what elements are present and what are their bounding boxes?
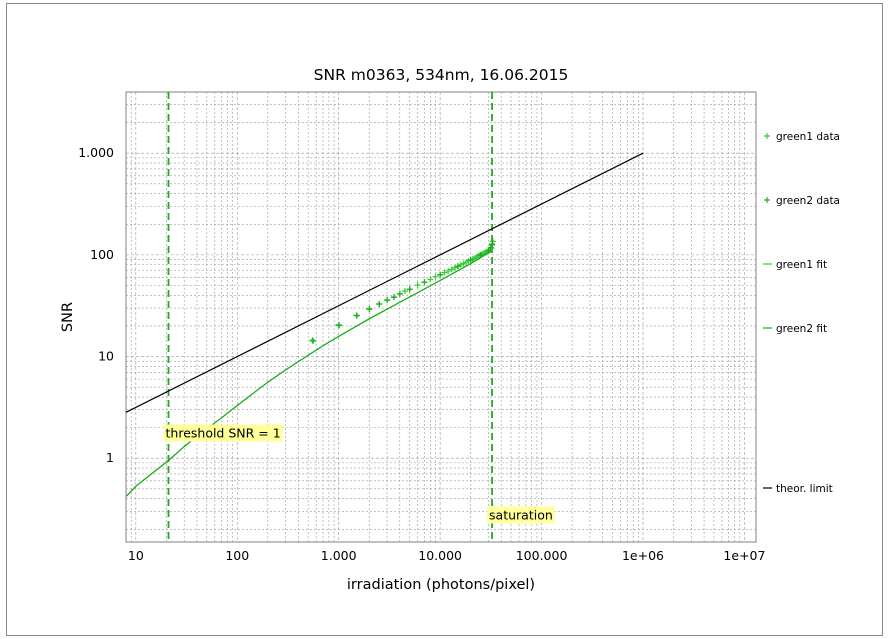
- legend-label: green1 data: [776, 131, 840, 143]
- series-points: [310, 238, 496, 345]
- data-point: [487, 244, 494, 251]
- x-tick-label: 100.000: [516, 548, 568, 563]
- data-point: [366, 306, 373, 313]
- x-axis-label: irradiation (photons/pixel): [347, 577, 535, 593]
- legend-label: green2 fit: [776, 323, 827, 335]
- data-point: [401, 288, 408, 295]
- legend: green1 data green2 data green1 fit green2 f…: [763, 131, 840, 495]
- x-tick-label: 10: [128, 548, 144, 563]
- legend-label: theor. limit: [776, 483, 833, 495]
- data-point: [421, 279, 428, 286]
- data-point: [414, 282, 421, 289]
- data-point: [309, 337, 316, 344]
- y-tick-label: 1: [106, 450, 114, 465]
- legend-label: green1 fit: [776, 259, 827, 271]
- plot-area: [125, 91, 757, 543]
- x-tick-label: 100: [225, 548, 249, 563]
- y-tick-label: 10: [98, 349, 114, 364]
- data-point: [437, 271, 444, 278]
- y-axis-label: SNR: [60, 302, 76, 332]
- data-point: [489, 238, 496, 245]
- tick-labels: 10 100 1.000 10.000 100.000 1e+06 1e+07 1 10 100 1…: [78, 145, 765, 563]
- annotation-label: threshold SNR = 1: [166, 425, 281, 440]
- series-group: [125, 152, 644, 497]
- data-point: [432, 273, 439, 280]
- x-tick-label: 10.000: [418, 548, 462, 563]
- data-point: [396, 290, 403, 297]
- x-tick-label: 1e+06: [622, 548, 664, 563]
- data-point: [427, 276, 434, 283]
- annotation-bg: [487, 506, 555, 524]
- y-tick-label: 100: [90, 247, 114, 262]
- data-point: [391, 294, 398, 301]
- series-line: [125, 250, 493, 497]
- data-point: [441, 269, 448, 276]
- data-point: [451, 264, 458, 271]
- legend-label: green2 data: [776, 195, 840, 207]
- legend-swatch: [764, 133, 770, 139]
- data-point: [310, 338, 317, 345]
- vertical-markers: [167, 92, 493, 542]
- data-point: [477, 251, 484, 258]
- y-tick-label: 1.000: [78, 145, 114, 160]
- x-tick-label: 1e+07: [723, 548, 765, 563]
- annotation-label: saturation: [489, 507, 553, 522]
- data-point: [455, 263, 462, 270]
- data-point: [445, 267, 452, 274]
- series-line: [125, 152, 644, 413]
- data-point: [384, 297, 391, 304]
- grid-lines: [126, 92, 756, 542]
- annotations: threshold SNR = 1 saturation: [163, 424, 555, 524]
- data-point: [376, 301, 383, 308]
- data-point: [353, 312, 360, 319]
- data-point: [489, 240, 496, 247]
- x-tick-label: 1.000: [321, 548, 357, 563]
- legend-swatch: [764, 197, 770, 203]
- data-point: [467, 257, 474, 264]
- data-point: [448, 266, 455, 273]
- chart-title: SNR m0363, 534nm, 16.06.2015: [314, 66, 569, 84]
- annotation-bg: [163, 424, 283, 442]
- data-point: [406, 286, 413, 293]
- data-point: [336, 322, 343, 329]
